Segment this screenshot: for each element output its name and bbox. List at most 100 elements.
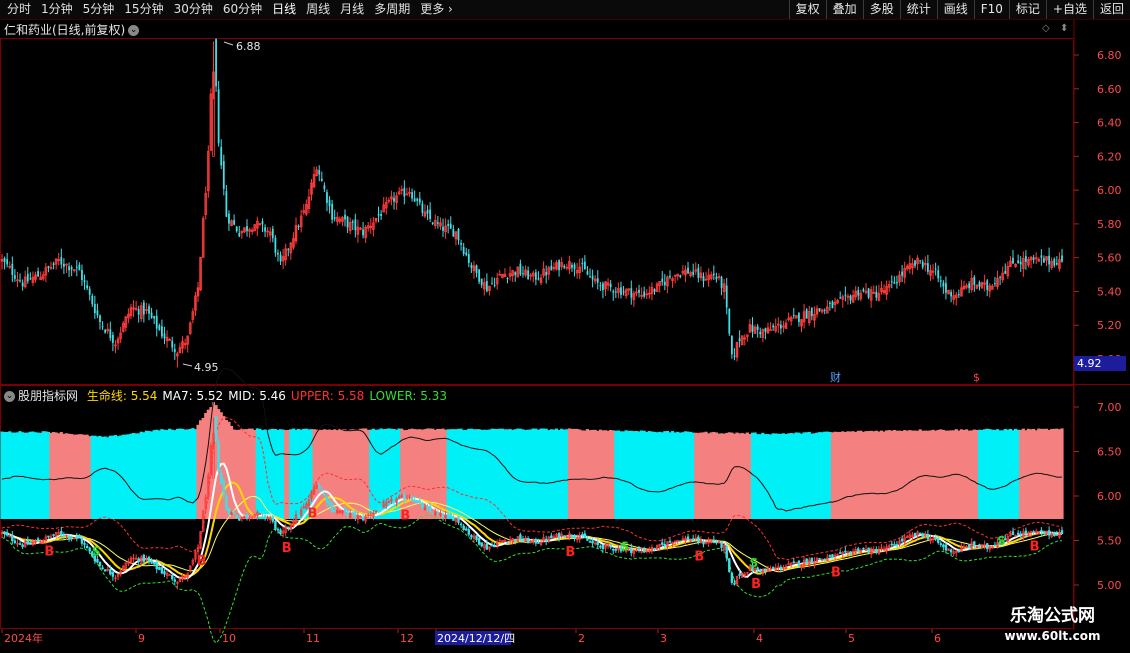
candle-body bbox=[524, 269, 527, 276]
candle-body bbox=[730, 335, 733, 355]
chevron-down-icon[interactable]: ⌄ bbox=[4, 391, 15, 402]
candle-body bbox=[387, 199, 391, 202]
band-bar bbox=[892, 429, 896, 519]
mini-candle bbox=[934, 537, 937, 539]
sell-signal: S bbox=[621, 539, 630, 553]
band-bar bbox=[903, 430, 907, 519]
mini-candle bbox=[578, 536, 581, 540]
candle-body bbox=[41, 274, 45, 280]
band-bar bbox=[830, 432, 835, 519]
adjust-price-button[interactable]: 复权 bbox=[788, 0, 826, 19]
multi-stock-button[interactable]: 多股 bbox=[862, 0, 900, 19]
candle-body bbox=[777, 323, 780, 326]
band-bar bbox=[970, 430, 974, 519]
mini-candle bbox=[222, 480, 226, 496]
tab-weekly[interactable]: 周线 bbox=[306, 2, 331, 16]
tab-monthly[interactable]: 月线 bbox=[340, 2, 365, 16]
scroll-up-icon[interactable]: ⬍ bbox=[1060, 23, 1069, 34]
band-bar bbox=[134, 433, 138, 519]
mini-candle bbox=[893, 544, 896, 546]
y-tick-label: 6.00 bbox=[1097, 490, 1122, 503]
mini-candle bbox=[498, 540, 501, 542]
candle-body bbox=[596, 278, 599, 283]
mark-button[interactable]: 标记 bbox=[1008, 0, 1046, 19]
mini-candle bbox=[1045, 530, 1048, 534]
mini-candle bbox=[1019, 533, 1022, 536]
candle-body bbox=[573, 264, 576, 270]
tab-multi-period[interactable]: 多周期 bbox=[374, 2, 411, 16]
candle-body bbox=[957, 294, 960, 296]
mini-candle bbox=[137, 558, 140, 562]
mini-candle bbox=[387, 501, 391, 503]
draw-line-button[interactable]: 画线 bbox=[936, 0, 974, 19]
candle-body bbox=[973, 276, 976, 285]
band-bar bbox=[624, 430, 628, 519]
candle-body bbox=[839, 297, 842, 299]
band-bar bbox=[191, 428, 195, 519]
band-bar bbox=[998, 430, 1002, 519]
tab-60min[interactable]: 60分钟 bbox=[222, 2, 263, 16]
mini-candle bbox=[325, 496, 329, 504]
tab-30min[interactable]: 30分钟 bbox=[173, 2, 213, 16]
mini-candle bbox=[712, 539, 716, 542]
mini-candle bbox=[367, 514, 370, 517]
candle-body bbox=[374, 217, 378, 222]
buy-signal: B bbox=[831, 565, 841, 580]
indicator-name[interactable]: 股朋指标网 bbox=[18, 389, 79, 403]
mini-candle bbox=[240, 517, 244, 519]
f10-button[interactable]: F10 bbox=[973, 0, 1009, 19]
candle-body bbox=[338, 218, 342, 222]
tab-1min[interactable]: 1分钟 bbox=[41, 2, 73, 16]
mini-candle bbox=[612, 548, 615, 551]
tab-15min[interactable]: 15分钟 bbox=[124, 2, 164, 16]
band-bar bbox=[420, 429, 424, 519]
tab-timeshare[interactable]: 分时 bbox=[7, 2, 32, 16]
band-bar bbox=[934, 430, 938, 519]
chart-svg[interactable]: 6.80 6.60 6.40 6.20 6.00 5.80 5.60 5.40 5.20 5.00… bbox=[0, 20, 1130, 650]
statistics-button[interactable]: 统计 bbox=[899, 0, 937, 19]
stock-title: 仁和药业(日线,前复权) bbox=[4, 23, 126, 37]
overlay-button[interactable]: 叠加 bbox=[825, 0, 863, 19]
band-bar bbox=[23, 432, 27, 519]
mini-candle bbox=[722, 545, 726, 550]
mini-candle bbox=[544, 538, 548, 542]
band-bar bbox=[714, 432, 718, 519]
candle-body bbox=[431, 222, 434, 225]
candle-body bbox=[23, 276, 27, 288]
tab-daily[interactable]: 日线 bbox=[272, 2, 297, 16]
band-bar bbox=[400, 428, 404, 519]
band-bar bbox=[874, 430, 878, 519]
candle-body bbox=[44, 267, 48, 276]
candle-body bbox=[91, 295, 94, 305]
band-bar bbox=[1044, 428, 1049, 519]
candle-body bbox=[638, 289, 640, 293]
back-button[interactable]: 返回 bbox=[1092, 0, 1130, 19]
candle-body bbox=[795, 315, 798, 319]
tab-more[interactable]: 更多 › bbox=[415, 0, 458, 19]
band-bar bbox=[642, 430, 646, 519]
mini-candle bbox=[165, 573, 169, 576]
mini-candle bbox=[962, 546, 966, 549]
candle-body bbox=[1053, 259, 1056, 266]
candle-body bbox=[807, 311, 811, 324]
mini-candle bbox=[467, 529, 471, 535]
candle-body bbox=[911, 263, 914, 269]
band-bar bbox=[253, 430, 257, 519]
candle-body bbox=[555, 262, 558, 270]
candle-body bbox=[145, 309, 148, 311]
diamond-icon[interactable]: ◇ bbox=[1042, 23, 1050, 34]
mini-candle bbox=[733, 583, 736, 585]
chart-area[interactable]: 6.80 6.60 6.40 6.20 6.00 5.80 5.60 5.40 5.20 5.00… bbox=[0, 20, 1130, 653]
candle-body bbox=[571, 264, 573, 268]
candle-body bbox=[905, 265, 909, 270]
band-bar bbox=[895, 430, 899, 519]
band-bar bbox=[570, 428, 574, 519]
band-bar bbox=[805, 432, 809, 519]
band-bar bbox=[946, 430, 951, 519]
mini-candle bbox=[942, 544, 945, 548]
chevron-down-icon[interactable]: ⌄ bbox=[128, 25, 140, 36]
add-watchlist-button[interactable]: +自选 bbox=[1045, 0, 1093, 19]
tab-5min[interactable]: 5分钟 bbox=[82, 2, 115, 16]
band-bar bbox=[268, 429, 272, 519]
band-bar bbox=[812, 433, 816, 519]
